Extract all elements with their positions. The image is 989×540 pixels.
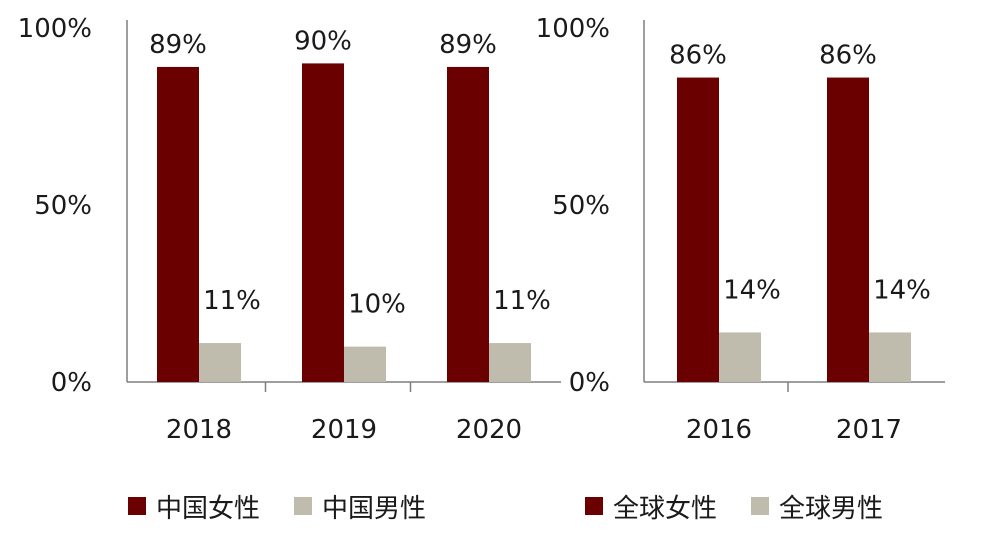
panel-0-ytick-label: 50% bbox=[34, 191, 92, 221]
panel-0-bar-male bbox=[199, 343, 241, 382]
legend-swatch-china-female bbox=[128, 497, 146, 515]
panel-0-category-label: 2020 bbox=[456, 415, 522, 445]
panel-1-bar-male bbox=[719, 332, 761, 382]
panel-1-ytick-label: 100% bbox=[536, 14, 610, 44]
panel-1-data-label: 14% bbox=[723, 275, 781, 305]
panel-1-ytick-label: 0% bbox=[569, 368, 610, 398]
panel-0-data-label: 11% bbox=[493, 286, 551, 316]
panel-1-bar-female bbox=[677, 77, 719, 382]
panel-0-bar-female bbox=[447, 66, 489, 382]
panel-1-data-label: 86% bbox=[819, 41, 877, 71]
legend-item-global-female: 全球女性 bbox=[585, 488, 717, 525]
legend-label-global-female: 全球女性 bbox=[613, 493, 718, 524]
legend-label-china-male: 中国男性 bbox=[322, 493, 427, 524]
panel-0-category-label: 2019 bbox=[311, 415, 377, 445]
panel-0-data-label: 10% bbox=[348, 290, 406, 320]
legend-swatch-global-female bbox=[585, 497, 603, 515]
panel-0-data-label: 90% bbox=[294, 26, 352, 56]
legend-item-china-female: 中国女性 bbox=[128, 488, 260, 525]
legend-china: 中国女性 中国男性 bbox=[128, 486, 460, 526]
legend-label-global-male: 全球男性 bbox=[779, 493, 884, 524]
panel-1-category-label: 2017 bbox=[836, 415, 902, 445]
panel-0-ytick-label: 100% bbox=[18, 14, 92, 44]
panel-0-bar-female bbox=[302, 63, 344, 383]
panel-1-data-label: 86% bbox=[669, 41, 727, 71]
legend-item-china-male: 中国男性 bbox=[294, 488, 426, 525]
panel-1-bar-female bbox=[827, 77, 869, 382]
panel-0-data-label: 11% bbox=[203, 286, 261, 316]
legend-swatch-china-male bbox=[294, 497, 313, 515]
panel-1-category-label: 2016 bbox=[686, 415, 752, 445]
panel-0-ytick-label: 0% bbox=[51, 368, 92, 398]
panel-1-ytick-label: 50% bbox=[552, 191, 610, 221]
legend-item-global-male: 全球男性 bbox=[751, 488, 883, 525]
panel-0-data-label: 89% bbox=[149, 30, 207, 60]
panel-0-bar-male bbox=[489, 343, 531, 382]
panel-0-bar-female bbox=[157, 66, 199, 382]
legend-global: 全球女性 全球男性 bbox=[585, 486, 917, 526]
legend-swatch-global-male bbox=[751, 497, 770, 515]
panel-0-category-label: 2018 bbox=[166, 415, 232, 445]
legend-label-china-female: 中国女性 bbox=[156, 493, 261, 524]
panel-1-data-label: 14% bbox=[873, 275, 931, 305]
panel-0-bar-male bbox=[344, 346, 386, 382]
panel-0-data-label: 89% bbox=[439, 30, 497, 60]
panel-1-bar-male bbox=[869, 332, 911, 382]
